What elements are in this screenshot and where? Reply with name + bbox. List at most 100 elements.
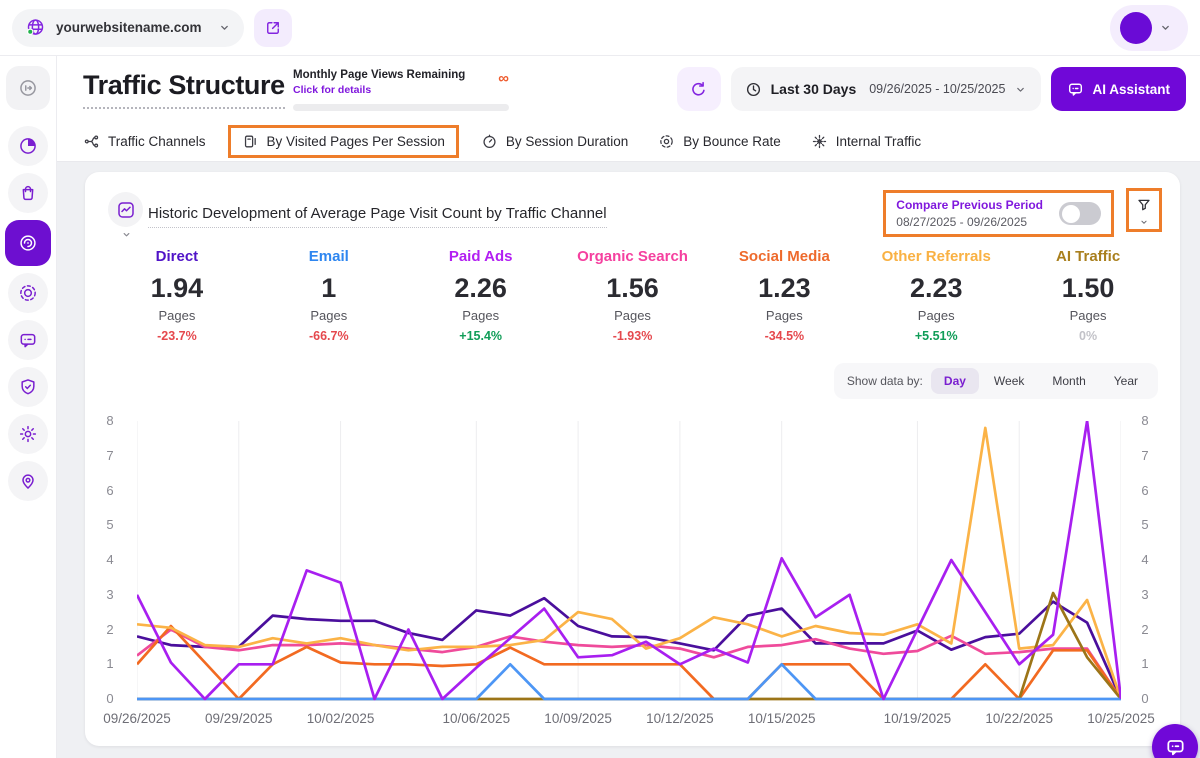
clock-icon: [745, 81, 762, 98]
filter-funnel-icon[interactable]: [1136, 197, 1152, 213]
annotation-highlight-compare: Compare Previous Period 08/27/2025 - 09/…: [883, 190, 1114, 237]
channel-unit: Pages: [614, 308, 651, 323]
channel-stat[interactable]: Direct 1.94 Pages -23.7%: [101, 248, 253, 343]
channel-stat[interactable]: AI Traffic 1.50 Pages 0%: [1012, 248, 1164, 343]
series-line-organic-search: [137, 628, 1121, 700]
channel-value: 1.94: [150, 273, 204, 303]
sidebar-item-chat-feedback[interactable]: [8, 320, 48, 360]
channel-unit: Pages: [158, 308, 196, 323]
date-range-picker[interactable]: Last 30 Days 09/26/2025 - 10/25/2025: [730, 67, 1042, 111]
chevron-down-icon: [1159, 21, 1172, 34]
show-data-by-label: Show data by:: [846, 374, 923, 388]
sidebar-item-sidebar-collapse[interactable]: [6, 66, 50, 110]
channel-change-badge: +15.4%: [459, 329, 503, 343]
site-selector[interactable]: yourwebsitename.com: [12, 8, 244, 47]
x-axis-label: 10/12/2025: [646, 711, 714, 726]
y-axis-label-left: 4: [106, 552, 114, 567]
page-views-quota: Monthly Page Views Remaining Click for d…: [293, 69, 509, 111]
channel-value: 1.56: [606, 273, 659, 303]
pie-chart-icon: [18, 136, 38, 156]
internal-traffic-icon: [811, 133, 828, 150]
sidebar-item-shield-check[interactable]: [8, 367, 48, 407]
chevron-down-icon: [218, 21, 231, 34]
channel-stat[interactable]: Social Media 1.23 Pages -34.5%: [708, 248, 860, 343]
tab-by-visited-pages-per-session[interactable]: By Visited Pages Per Session: [242, 133, 445, 150]
chat-fab-button[interactable]: [1152, 724, 1198, 758]
channel-stats-row: Direct 1.94 Pages -23.7% Email 1 Pages -…: [101, 248, 1164, 343]
channel-change-badge: +5.51%: [914, 329, 958, 343]
account-menu[interactable]: [1110, 4, 1188, 51]
chevron-down-icon: [121, 229, 132, 240]
y-axis-label-right: 1: [1141, 656, 1149, 672]
topbar: yourwebsitename.com: [0, 0, 1200, 56]
shopping-bag-icon: [18, 183, 38, 203]
y-axis-label-right: 0: [1141, 691, 1149, 706]
y-axis-label-left: 1: [106, 656, 114, 672]
traffic-channels-icon: [83, 133, 100, 150]
line-chart-icon: [108, 192, 143, 227]
tab-by-session-duration[interactable]: By Session Duration: [481, 133, 628, 150]
sidebar-item-location-pin[interactable]: [8, 461, 48, 501]
y-axis-label-left: 2: [106, 621, 114, 637]
visited-pages-icon: [242, 133, 259, 150]
channel-stat[interactable]: Paid Ads 2.26 Pages +15.4%: [405, 248, 557, 343]
page-header: Traffic Structure Monthly Page Views Rem…: [57, 56, 1200, 162]
chart-plot[interactable]: [137, 421, 1121, 703]
x-axis-label: 10/25/2025: [1087, 711, 1155, 726]
sidebar-item-pie-chart[interactable]: [8, 126, 48, 166]
tab-traffic-channels[interactable]: Traffic Channels: [83, 133, 206, 150]
ai-assistant-label: AI Assistant: [1092, 81, 1170, 97]
channel-unit: Pages: [917, 308, 955, 323]
channel-name: Direct: [155, 248, 199, 265]
sidebar-item-shopping-bag[interactable]: [8, 173, 48, 213]
x-axis-label: 10/22/2025: [985, 711, 1053, 726]
x-axis-label: 10/15/2025: [747, 711, 816, 726]
page-title: Traffic Structure: [83, 70, 285, 109]
show-by-year[interactable]: Year: [1113, 374, 1138, 388]
compare-toggle[interactable]: [1059, 202, 1101, 225]
open-site-button[interactable]: [254, 8, 292, 47]
y-axis-label-right: 8: [1141, 413, 1149, 428]
refresh-button[interactable]: [676, 67, 721, 111]
annotation-highlight-filter: [1126, 188, 1162, 232]
chat-icon: [1165, 737, 1186, 758]
chat-feedback-icon: [18, 330, 38, 350]
y-axis-label-left: 5: [106, 517, 114, 533]
sidebar-item-focus-scan[interactable]: [8, 273, 48, 313]
y-axis-label-left: 0: [106, 691, 114, 706]
tab-label: Traffic Channels: [108, 133, 206, 149]
x-axis-label: 10/02/2025: [306, 711, 375, 726]
channel-unit: Pages: [765, 308, 803, 323]
channel-unit: Pages: [310, 308, 348, 323]
series-line-email: [137, 662, 1121, 701]
chevron-down-icon: [1139, 214, 1149, 224]
ai-assistant-button[interactable]: AI Assistant: [1051, 67, 1186, 111]
channel-name: AI Traffic: [1055, 248, 1121, 265]
channel-stat[interactable]: Organic Search 1.56 Pages -1.93%: [557, 248, 709, 343]
chart-title: Historic Development of Average Page Vis…: [148, 205, 607, 228]
channel-stat[interactable]: Email 1 Pages -66.7%: [253, 248, 405, 343]
chart-card: Historic Development of Average Page Vis…: [85, 172, 1180, 746]
quota-details-link[interactable]: Click for details: [293, 84, 372, 96]
tab-by-bounce-rate[interactable]: By Bounce Rate: [658, 133, 781, 150]
y-axis-label-right: 6: [1141, 482, 1149, 498]
location-pin-icon: [18, 471, 38, 491]
tab-internal-traffic[interactable]: Internal Traffic: [811, 133, 921, 150]
chart-area[interactable]: 0 0 1 1 2 2 3 3 4 4 5 5 6 6 7 7 8 8 09/26/2025 09/29/2025 10…: [85, 410, 1180, 735]
show-by-week[interactable]: Week: [993, 374, 1025, 388]
card-collapse-control[interactable]: [108, 192, 144, 245]
sidebar-item-traffic-radar[interactable]: [5, 220, 51, 266]
channel-name: Organic Search: [577, 248, 688, 265]
focus-scan-icon: [18, 283, 38, 303]
y-axis-label-right: 4: [1141, 552, 1149, 567]
show-by-day[interactable]: Day: [930, 368, 979, 394]
channel-name: Email: [308, 248, 349, 265]
channel-name: Other Referrals: [881, 248, 991, 265]
sidebar-item-settings-gear[interactable]: [8, 414, 48, 454]
chevron-down-icon: [1014, 83, 1027, 96]
show-by-month[interactable]: Month: [1052, 374, 1086, 388]
series-line-other-referrals: [137, 426, 1121, 700]
channel-change-badge: -1.93%: [612, 329, 653, 343]
channel-stat[interactable]: Other Referrals 2.23 Pages +5.51%: [860, 248, 1012, 343]
